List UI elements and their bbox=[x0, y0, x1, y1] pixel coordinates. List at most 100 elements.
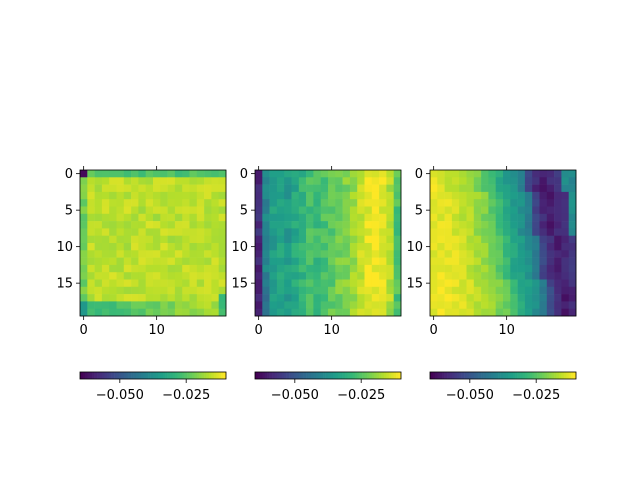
heatmap-cell bbox=[371, 286, 380, 295]
heatmap-cell bbox=[503, 235, 511, 244]
colorbar-segment bbox=[398, 372, 402, 379]
heatmap-cell bbox=[342, 264, 351, 273]
heatmap-cell bbox=[473, 272, 482, 280]
heatmap-cell bbox=[379, 272, 387, 280]
heatmap-cell bbox=[174, 272, 183, 280]
colorbar-segment bbox=[362, 372, 365, 379]
heatmap-cell bbox=[539, 199, 548, 207]
heatmap-cell bbox=[123, 206, 132, 215]
heatmap-cell bbox=[495, 257, 504, 266]
heatmap-cell bbox=[116, 191, 125, 200]
heatmap-cell bbox=[459, 206, 467, 215]
heatmap-cell bbox=[466, 206, 475, 215]
colorbar-segment bbox=[189, 372, 193, 379]
heatmap-cell bbox=[189, 294, 198, 302]
heatmap-cell bbox=[335, 170, 343, 178]
heatmap-cell bbox=[291, 177, 300, 185]
colorbar-segment bbox=[118, 372, 122, 379]
heatmap-cell bbox=[189, 301, 198, 309]
heatmap-cell bbox=[284, 243, 292, 251]
heatmap-cell bbox=[510, 191, 518, 200]
colorbar-segment bbox=[143, 372, 146, 379]
heatmap-cell bbox=[189, 191, 198, 200]
heatmap-cell bbox=[255, 308, 263, 317]
colorbar-segment bbox=[160, 372, 164, 379]
heatmap-cell bbox=[160, 264, 168, 273]
heatmap-cell bbox=[94, 206, 103, 215]
heatmap-cell bbox=[80, 272, 88, 280]
heatmap-cell bbox=[255, 206, 263, 215]
heatmap-cell bbox=[276, 250, 285, 258]
heatmap-cell bbox=[444, 199, 453, 207]
colorbar-segment bbox=[459, 372, 462, 379]
heatmap-cell bbox=[342, 228, 351, 236]
colorbar-segment bbox=[262, 372, 266, 379]
heatmap-cell bbox=[481, 199, 489, 207]
heatmap-cell bbox=[196, 243, 205, 251]
colorbar-segment bbox=[539, 372, 543, 379]
colorbar-segment bbox=[167, 372, 171, 379]
heatmap-cell bbox=[80, 170, 88, 178]
heatmap-cell bbox=[510, 235, 518, 244]
heatmap-cell bbox=[357, 235, 365, 244]
heatmap-cell bbox=[196, 308, 205, 317]
heatmap-cell bbox=[313, 184, 321, 193]
heatmap-cell bbox=[211, 184, 219, 193]
heatmap-cell bbox=[335, 272, 343, 280]
heatmap-cell bbox=[349, 257, 358, 266]
heatmap-cell bbox=[298, 301, 307, 309]
x-tick-label: 10 bbox=[323, 323, 340, 338]
heatmap-cell bbox=[80, 191, 88, 200]
heatmap-cell bbox=[167, 177, 176, 185]
heatmap-cell bbox=[481, 308, 489, 317]
colorbar-segment bbox=[510, 372, 514, 379]
heatmap-cell bbox=[276, 170, 285, 178]
heatmap-cell bbox=[306, 191, 314, 200]
heatmap-cell bbox=[444, 213, 453, 222]
heatmap-cell bbox=[131, 221, 139, 229]
colorbar-segment bbox=[541, 372, 545, 379]
heatmap-cell bbox=[131, 294, 139, 302]
colorbar-segment bbox=[507, 372, 511, 379]
heatmap-cell bbox=[371, 294, 380, 302]
colorbar-segment bbox=[284, 372, 287, 379]
heatmap-cell bbox=[357, 206, 365, 215]
heatmap-cell bbox=[196, 286, 205, 295]
heatmap-cell bbox=[189, 235, 198, 244]
heatmap-cell bbox=[393, 177, 402, 185]
heatmap-cell bbox=[532, 184, 540, 193]
heatmap-cell bbox=[554, 228, 562, 236]
heatmap-cell bbox=[131, 206, 139, 215]
heatmap-cell bbox=[473, 308, 482, 317]
heatmap-cell bbox=[218, 177, 227, 185]
heatmap-cell bbox=[189, 199, 198, 207]
heatmap-cell bbox=[517, 228, 526, 236]
heatmap-cell bbox=[430, 272, 438, 280]
heatmap-cell bbox=[138, 301, 146, 309]
heatmap-cell bbox=[364, 206, 373, 215]
heatmap-cell bbox=[473, 228, 482, 236]
heatmap-cell bbox=[204, 272, 212, 280]
heatmap-cell bbox=[269, 308, 278, 317]
colorbar-segment bbox=[381, 372, 385, 379]
heatmap-cell bbox=[306, 279, 314, 288]
heatmap-cell bbox=[138, 228, 146, 236]
heatmap-cell bbox=[495, 206, 504, 215]
heatmap-cell bbox=[437, 243, 445, 251]
heatmap-cell bbox=[546, 279, 555, 288]
heatmap-cell bbox=[517, 250, 526, 258]
heatmap-cell bbox=[174, 286, 183, 295]
heatmap-cell bbox=[568, 301, 577, 309]
heatmap-cell bbox=[153, 206, 161, 215]
heatmap-cell bbox=[269, 243, 278, 251]
heatmap-cell bbox=[451, 184, 460, 193]
colorbar-segment bbox=[512, 372, 516, 379]
colorbar-segment bbox=[255, 372, 258, 379]
heatmap-cell bbox=[430, 170, 438, 178]
colorbar-segment bbox=[196, 372, 200, 379]
heatmap-cell bbox=[379, 279, 387, 288]
heatmap-cell bbox=[349, 250, 358, 258]
heatmap-cell bbox=[379, 177, 387, 185]
heatmap-cell bbox=[466, 221, 475, 229]
